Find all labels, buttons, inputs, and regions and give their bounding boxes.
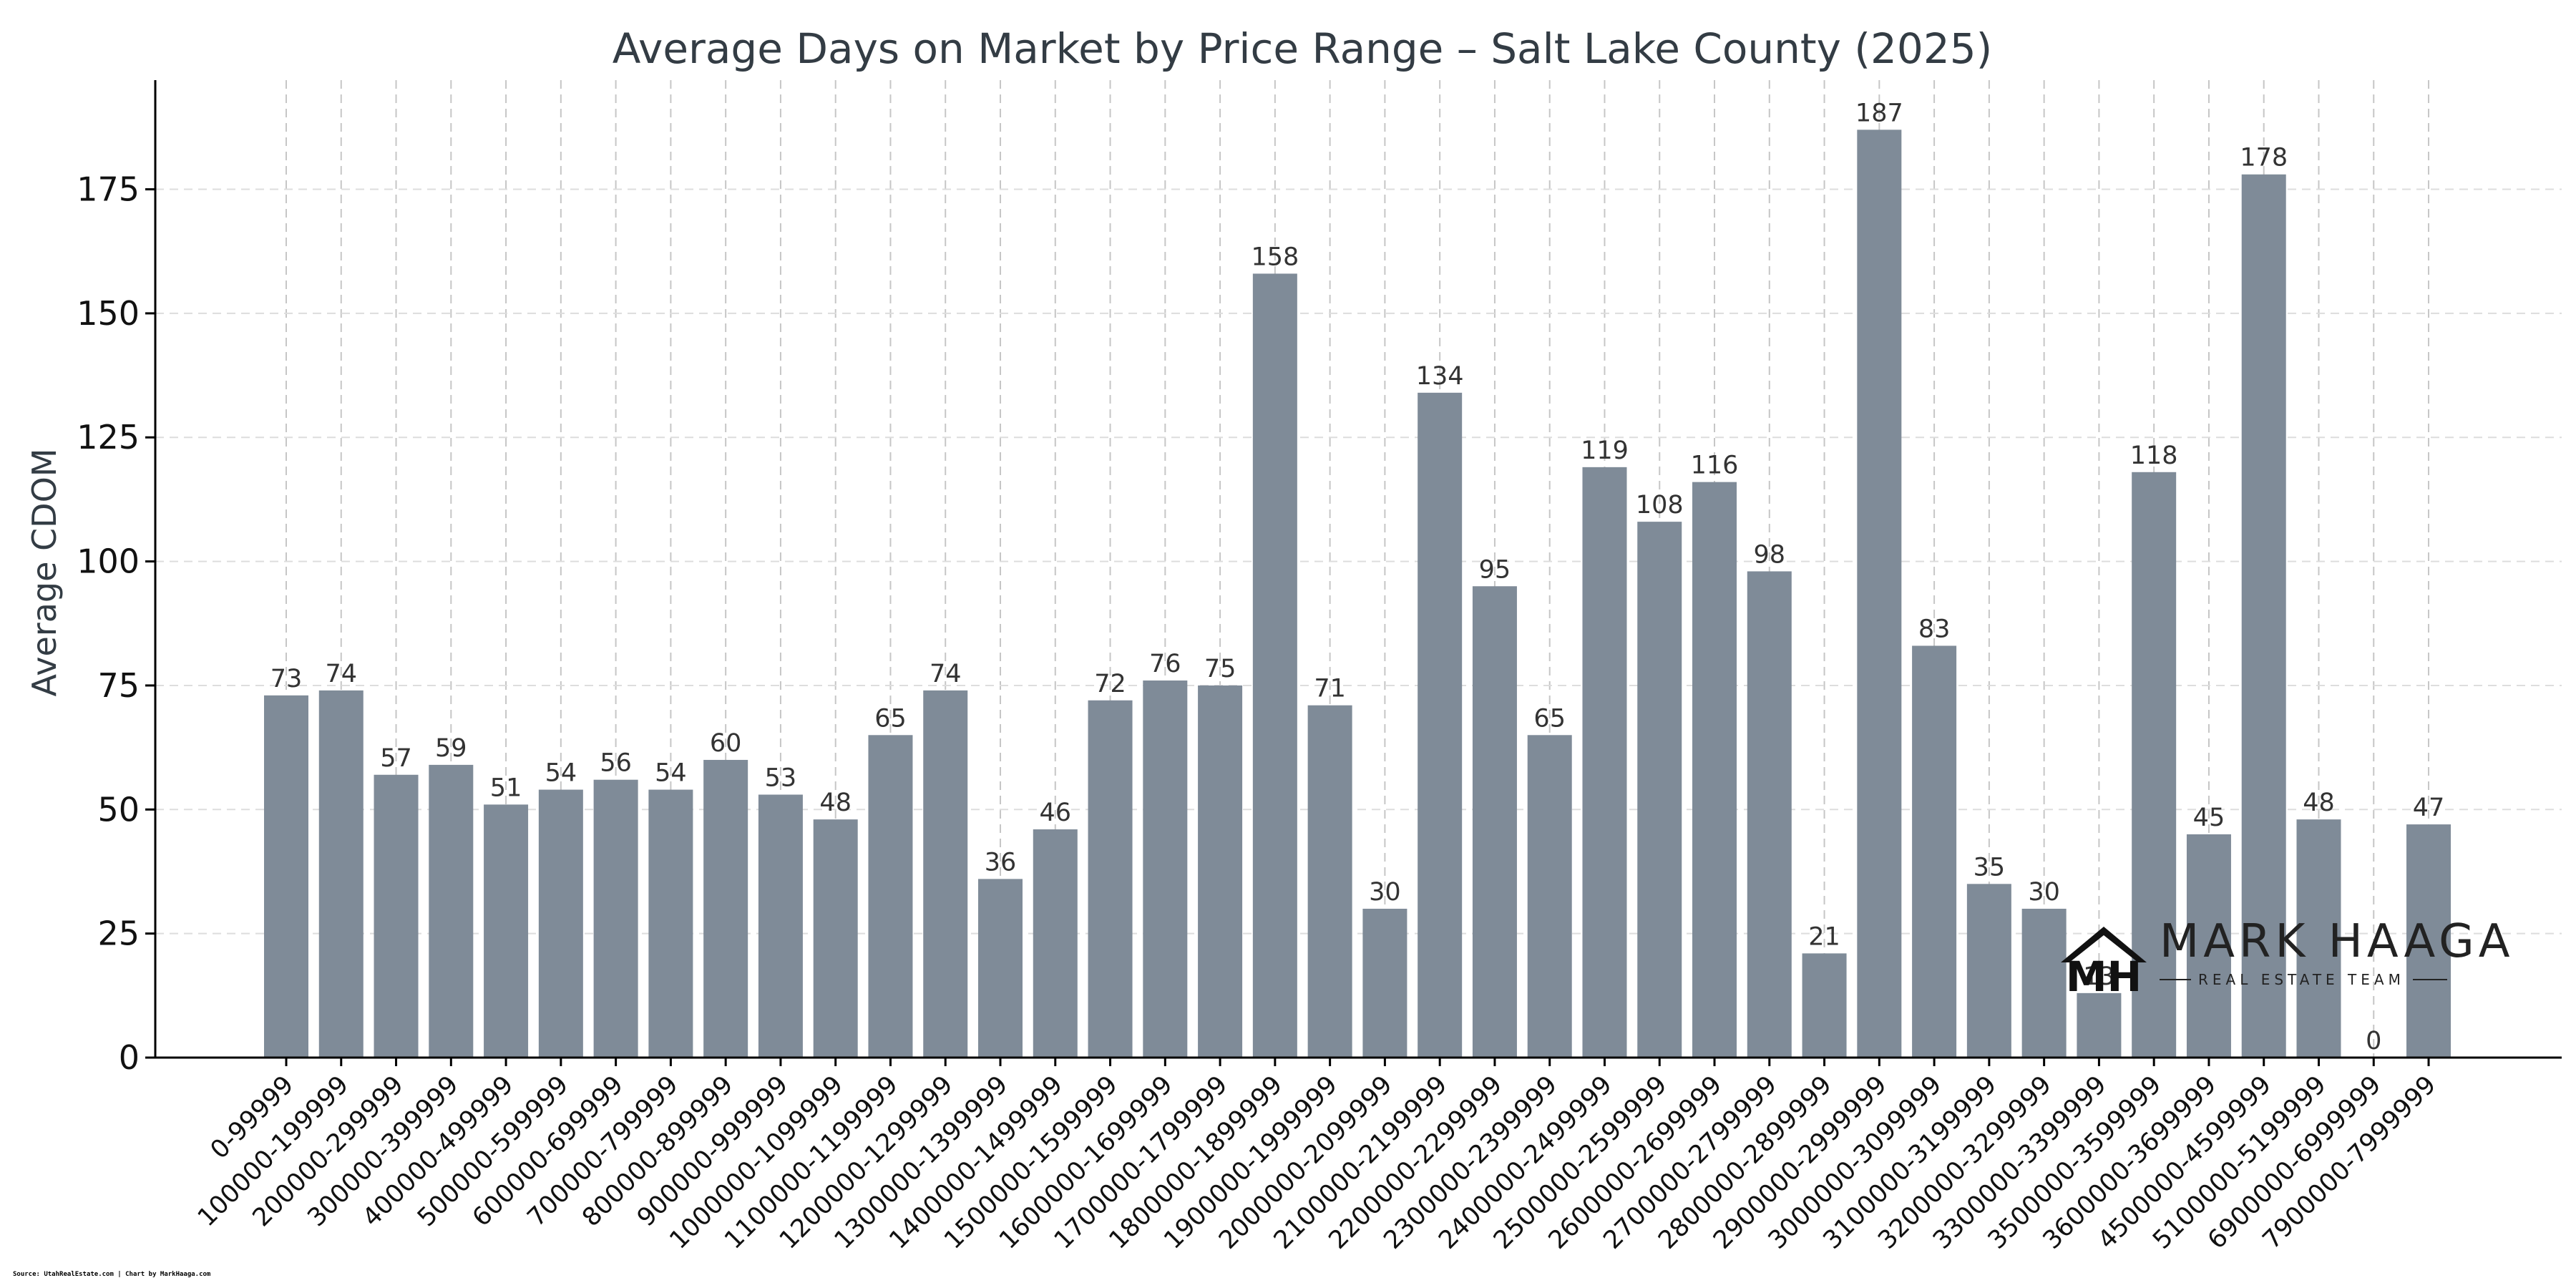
data-label: 74 xyxy=(325,660,357,688)
logo-tagline: REAL ESTATE TEAM xyxy=(2198,971,2405,988)
bar xyxy=(593,779,638,1058)
data-label: 118 xyxy=(2130,441,2178,470)
data-label: 75 xyxy=(1204,655,1236,683)
y-tick-label: 150 xyxy=(77,294,140,333)
bar xyxy=(2406,824,2451,1058)
data-label: 30 xyxy=(2028,878,2060,907)
bar xyxy=(1637,522,1682,1058)
bar xyxy=(2241,174,2286,1058)
data-label: 158 xyxy=(1251,243,1299,271)
data-label: 47 xyxy=(2413,794,2445,822)
house-roof-icon xyxy=(2061,927,2147,962)
bar xyxy=(538,789,583,1058)
bar xyxy=(1912,645,1957,1058)
data-label: 57 xyxy=(380,744,412,773)
data-label: 48 xyxy=(2303,789,2335,817)
bar xyxy=(1307,705,1352,1058)
data-label: 51 xyxy=(490,774,522,802)
y-tick-label: 100 xyxy=(77,542,140,581)
y-axis-label: Average CDOM xyxy=(25,449,64,697)
bar xyxy=(1857,130,1902,1058)
data-label: 21 xyxy=(1808,922,1840,951)
data-label: 119 xyxy=(1581,436,1629,465)
bar xyxy=(264,695,308,1058)
data-label: 187 xyxy=(1855,99,1903,127)
bar xyxy=(1966,884,2011,1058)
bar xyxy=(868,735,913,1058)
data-label: 83 xyxy=(1918,615,1951,643)
source-note: Source: UtahRealEstate.com | Chart by Ma… xyxy=(13,1271,211,1278)
bar xyxy=(923,690,968,1058)
data-label: 71 xyxy=(1314,675,1346,703)
bar xyxy=(703,759,748,1058)
logo-monogram: MH xyxy=(2066,952,2142,1001)
y-tick-label: 75 xyxy=(97,666,140,705)
logo: MH MARK HAAGA REAL ESTATE TEAM xyxy=(2061,915,2514,1001)
bar xyxy=(1747,571,1792,1058)
bar xyxy=(1582,467,1627,1058)
data-label: 13 xyxy=(2083,962,2115,991)
bar xyxy=(484,804,529,1058)
data-label: 46 xyxy=(1040,799,1072,827)
data-label: 73 xyxy=(270,665,303,693)
bar xyxy=(2296,819,2341,1058)
bar xyxy=(758,794,803,1058)
chart-title: Average Days on Market by Price Range – … xyxy=(613,24,1993,73)
bar xyxy=(1692,482,1737,1058)
data-label: 48 xyxy=(819,789,852,817)
data-label: 98 xyxy=(1754,540,1786,569)
bar xyxy=(2186,834,2231,1058)
data-labels: 73 74 57 59 51 54 56 54 60 53 48 65 74 36 46 72 76 75 158 7… xyxy=(270,99,2445,1055)
y-tick-label: 175 xyxy=(77,170,140,209)
data-label: 36 xyxy=(985,848,1017,877)
bar xyxy=(1362,908,1407,1058)
bar xyxy=(978,879,1023,1058)
data-label: 54 xyxy=(545,759,577,788)
bar xyxy=(813,819,858,1058)
bar xyxy=(1527,735,1572,1058)
bar xyxy=(429,764,474,1058)
logo-name: MARK HAAGA xyxy=(2160,915,2514,968)
data-label: 74 xyxy=(930,660,962,688)
bar xyxy=(1088,700,1133,1058)
data-label: 134 xyxy=(1416,362,1464,391)
data-label: 65 xyxy=(1533,704,1566,733)
data-label: 72 xyxy=(1094,670,1126,698)
bar xyxy=(1418,392,1463,1058)
data-label: 95 xyxy=(1479,555,1511,584)
data-label: 178 xyxy=(2240,144,2288,172)
y-tick-label: 0 xyxy=(119,1038,140,1077)
bar xyxy=(1252,273,1297,1058)
y-axis-ticks: 0 25 50 75 100 125 150 175 xyxy=(77,170,155,1077)
bar xyxy=(1198,685,1243,1058)
data-label: 56 xyxy=(600,749,632,778)
bar xyxy=(1143,680,1188,1058)
bar xyxy=(318,690,364,1058)
bar xyxy=(1033,829,1078,1058)
bar xyxy=(374,774,419,1058)
x-axis-ticks: 0-99999100000-199999200000-299999300000-… xyxy=(192,1058,2441,1255)
bar xyxy=(2077,992,2122,1058)
data-label: 76 xyxy=(1149,650,1181,678)
data-label: 45 xyxy=(2193,804,2225,832)
data-label: 35 xyxy=(1974,853,2006,882)
bar xyxy=(1472,586,1517,1058)
bar xyxy=(648,789,693,1058)
bar xyxy=(2021,908,2067,1058)
bars xyxy=(264,130,2451,1058)
data-label: 60 xyxy=(710,729,742,758)
data-label: 59 xyxy=(435,734,467,763)
data-label: 116 xyxy=(1691,452,1739,480)
y-tick-label: 25 xyxy=(97,914,140,953)
data-label: 108 xyxy=(1636,491,1684,519)
data-label: 0 xyxy=(2366,1027,2381,1055)
data-label: 53 xyxy=(765,763,797,792)
data-label: 65 xyxy=(874,704,907,733)
data-label: 30 xyxy=(1369,878,1401,907)
y-tick-label: 50 xyxy=(97,790,140,829)
bar xyxy=(1802,953,1847,1058)
data-label: 54 xyxy=(655,759,687,788)
y-tick-label: 125 xyxy=(77,418,140,457)
